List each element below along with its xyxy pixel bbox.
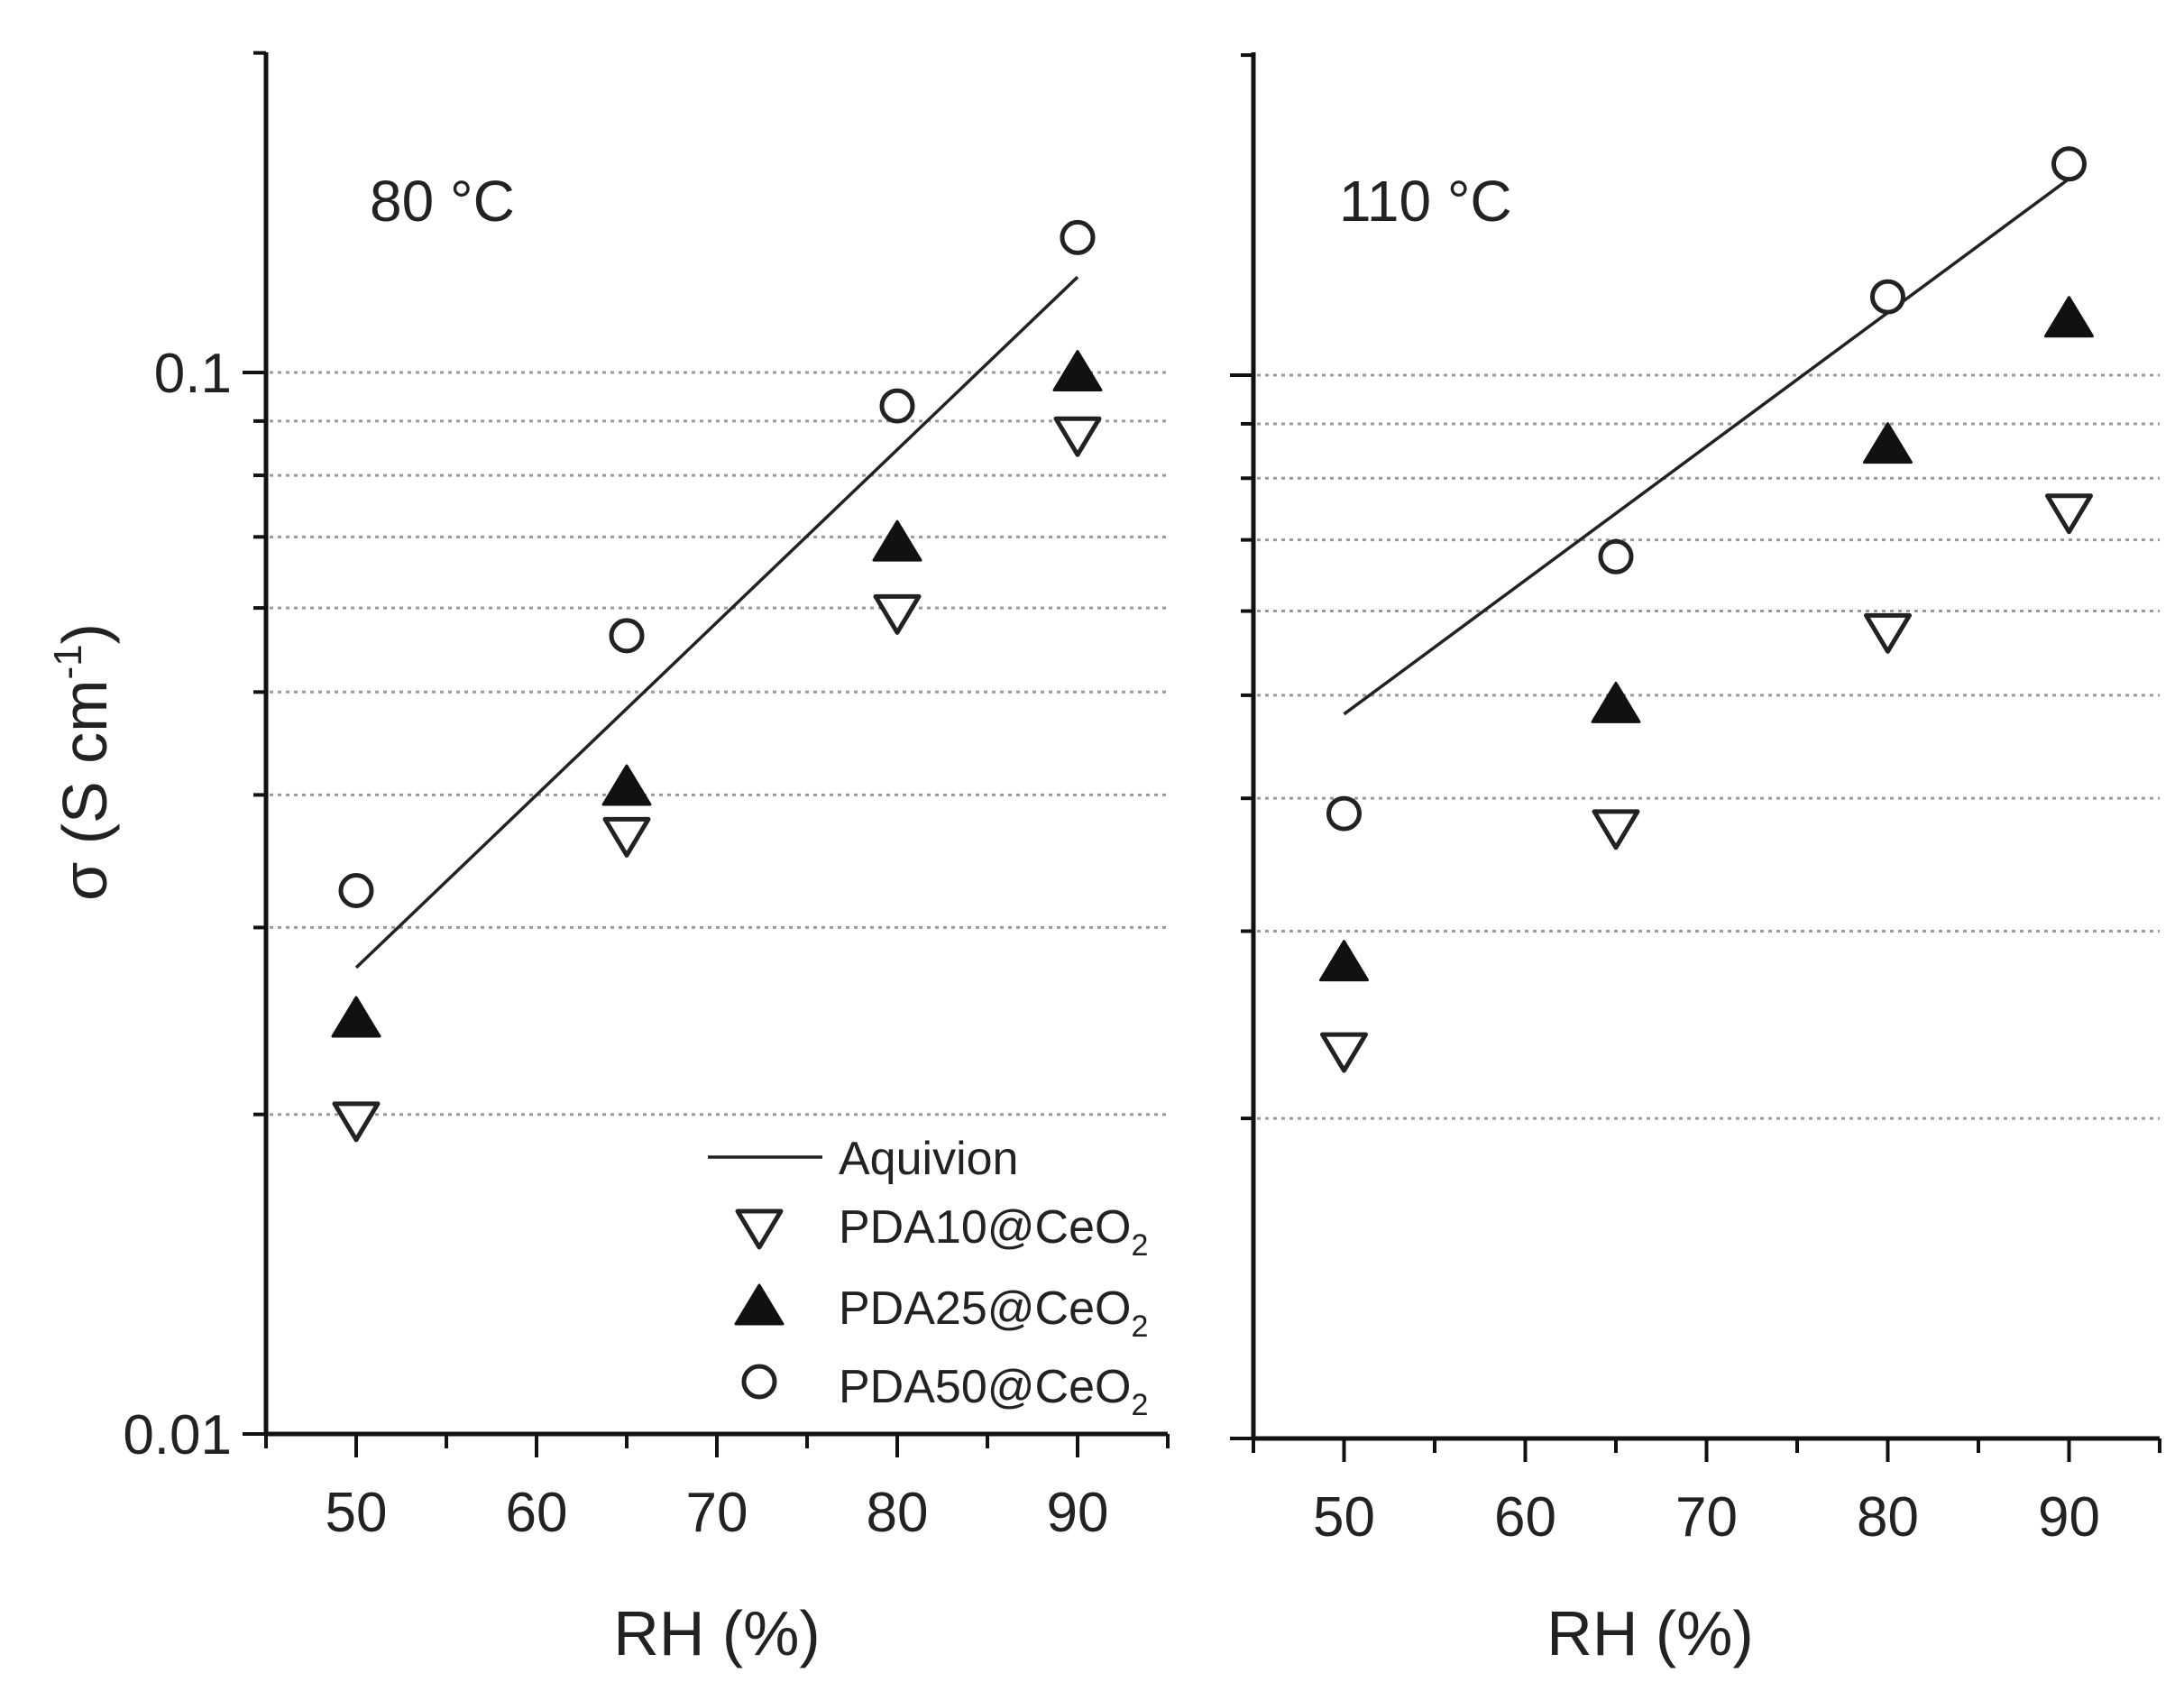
point-pda25 [1591, 681, 1641, 723]
panel-label: 80 °C [370, 169, 515, 234]
series-line-aquivion [1343, 177, 2070, 716]
point-pda25 [601, 764, 652, 806]
gridlines [270, 371, 1168, 1117]
legend-label-pda10-sub: 2 [1131, 1228, 1148, 1263]
panel-80c: 50 60 70 80 90 0.1 0.01 80 °C RH (%) σ (S cm-1… [46, 51, 1170, 1668]
data-marks [331, 219, 1103, 1143]
legend-swatch-pda50 [741, 1364, 777, 1400]
y-axis-title-exponent: -1 [46, 644, 90, 679]
data-marks [1319, 146, 2094, 1073]
legend-label-aquivion: Aquivion [839, 1133, 1018, 1185]
x-tick-label: 70 [686, 1482, 748, 1544]
ticks: 50 60 70 80 90 [1230, 53, 2161, 1549]
panel-110c: 50 60 70 80 90 110 °C RH (%) [1230, 52, 2161, 1668]
x-tick-label: 60 [506, 1482, 568, 1544]
ticks: 50 60 70 80 90 0.1 0.01 [123, 51, 1170, 1544]
point-pda50 [879, 388, 915, 424]
legend-label-pda50-main: PDA50@CeO [839, 1361, 1131, 1413]
x-axis-title: RH (%) [1546, 1598, 1753, 1668]
x-tick-label: 70 [1675, 1486, 1738, 1549]
point-pda10 [2045, 493, 2093, 535]
legend-label-pda10: PDA10@CeO2 [839, 1201, 1148, 1263]
panel-label: 110 °C [1339, 169, 1512, 234]
point-pda25 [2044, 296, 2094, 338]
x-tick-label: 90 [1047, 1482, 1109, 1544]
point-pda10 [602, 816, 651, 858]
legend-label-pda10-main: PDA10@CeO [839, 1201, 1131, 1254]
point-pda10 [1864, 612, 1912, 654]
x-tick-label: 80 [867, 1482, 929, 1544]
point-pda10 [1320, 1032, 1368, 1073]
point-pda50 [609, 618, 645, 654]
legend-label-pda25-main: PDA25@CeO [839, 1282, 1131, 1335]
point-pda25 [1319, 940, 1369, 982]
y-axis-title: σ (S cm-1) [46, 623, 120, 901]
point-pda10 [873, 593, 922, 635]
legend-label-pda25: PDA25@CeO2 [839, 1282, 1148, 1344]
legend-swatch-pda10 [735, 1209, 784, 1250]
x-axis-title: RH (%) [613, 1598, 820, 1668]
point-pda25 [872, 519, 922, 562]
point-pda25 [1863, 422, 1913, 464]
point-pda10 [1053, 416, 1102, 457]
legend-swatch-pda25 [734, 1283, 785, 1326]
point-pda10 [1592, 809, 1640, 850]
legend-label-pda25-sub: 2 [1131, 1310, 1148, 1344]
y-tick-label: 0.01 [123, 1404, 232, 1466]
x-tick-label: 60 [1494, 1486, 1556, 1549]
x-tick-label: 80 [1857, 1486, 1919, 1549]
y-tick-label: 0.1 [154, 343, 232, 405]
point-pda50 [1326, 795, 1362, 832]
x-tick-label: 90 [2038, 1486, 2100, 1549]
point-pda50 [1870, 279, 1905, 315]
y-axis-title-close: ) [50, 623, 120, 644]
point-pda50 [1598, 538, 1634, 574]
y-axis-title-main: σ (S cm [50, 680, 120, 901]
point-pda10 [332, 1101, 381, 1143]
point-pda25 [1052, 350, 1103, 392]
point-pda25 [331, 996, 381, 1038]
legend-label-pda50: PDA50@CeO2 [839, 1361, 1148, 1422]
series-line-aquivion [354, 275, 1079, 970]
x-tick-label: 50 [326, 1482, 388, 1544]
legend: Aquivion PDA10@CeO2 PDA25@CeO2 PDA50@CeO… [708, 1133, 1148, 1422]
x-tick-label: 50 [1313, 1486, 1375, 1549]
point-pda50 [338, 873, 374, 909]
legend-label-pda50-sub: 2 [1131, 1388, 1148, 1422]
point-pda50 [2051, 146, 2087, 182]
point-pda50 [1060, 219, 1096, 255]
